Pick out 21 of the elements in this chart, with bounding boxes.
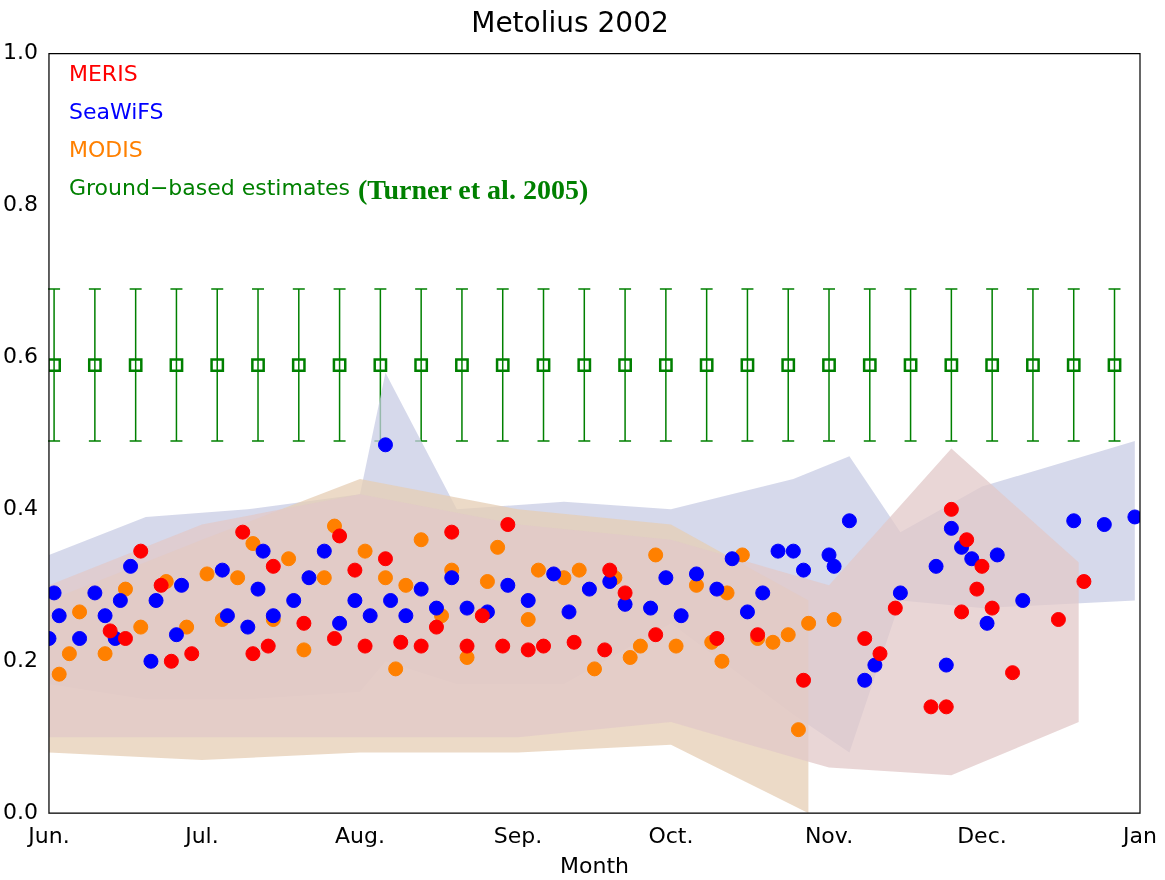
y-tick-label: 0.2 bbox=[2, 647, 38, 672]
text: MODIS bbox=[68, 137, 143, 163]
x-tick-label: Oct. bbox=[648, 823, 694, 849]
x-tick-label: Aug. bbox=[335, 823, 385, 849]
y-tick-label: 1.0 bbox=[2, 39, 38, 65]
text: SeaWiFS bbox=[68, 99, 164, 125]
x-tick-label: Dec. bbox=[957, 823, 1007, 849]
text: MERIS bbox=[68, 61, 138, 87]
chart-title: Metolius 2002 bbox=[471, 6, 669, 40]
text: Ground−based estimates bbox=[68, 175, 351, 201]
y-tick-label: 0.8 bbox=[2, 191, 38, 217]
x-tick-label: Jul. bbox=[183, 823, 219, 849]
x-tick-label: Sep. bbox=[493, 823, 543, 849]
y-tick-label: 0.6 bbox=[2, 343, 38, 369]
x-tick-label: Jan bbox=[1121, 823, 1157, 849]
y-tick-label: 0.0 bbox=[2, 798, 38, 824]
annotation: (Turner et al. 2005) bbox=[358, 173, 589, 205]
x-tick-label: Nov. bbox=[804, 823, 854, 849]
x-axis-title: Month bbox=[560, 852, 629, 878]
y-tick-label: 0.4 bbox=[2, 495, 38, 521]
x-tick-label: Jun. bbox=[26, 823, 70, 849]
